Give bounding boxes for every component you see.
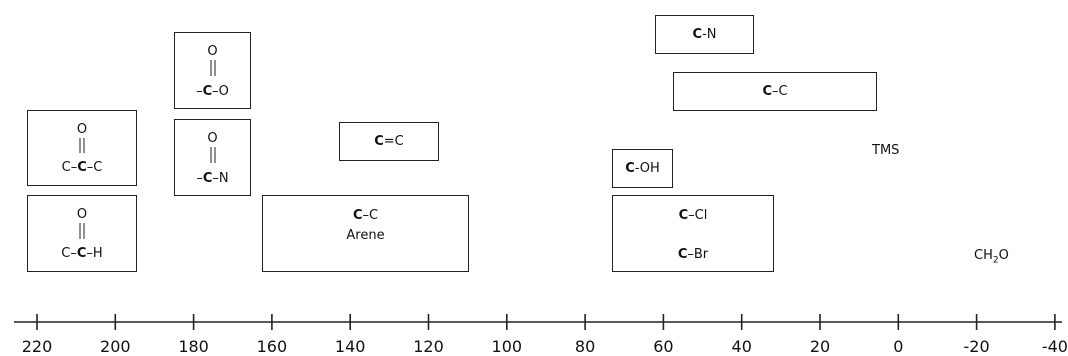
axis-tick-label: 100 [492,337,523,356]
ketone-region-box: O C–C–C [27,110,137,186]
ketone-structure: C–C–C [61,160,103,175]
axis-ticks: 220 200 180 160 140 120 100 80 60 40 20 0 -20 -40 [22,314,1068,356]
ketone-oxygen: O [76,122,88,137]
amide-structure: –C–N [196,171,229,186]
amide-oxygen: O [207,131,218,146]
aldehyde-oxygen: O [76,207,88,222]
axis-tick-label: 60 [653,337,673,356]
amide-double-bond [210,147,215,163]
aldehyde-double-bond [79,223,85,239]
c-n-label: C-N [692,27,717,42]
axis-tick-label: 220 [22,337,53,356]
ketone-double-bond [79,138,85,153]
c-oh-region-box: C-OH [612,149,673,188]
axis-tick-label: 140 [335,337,366,356]
c-cl-label: C–Cl [678,208,708,223]
alkene-label: C=C [374,134,404,149]
axis-tick-label: -20 [964,337,990,356]
tms-label: TMS [872,143,900,158]
ester-double-bond [210,60,215,76]
arene-label: C–C [352,208,379,223]
axis-tick-label: 180 [178,337,209,356]
ch2o-label: CH2O [974,248,1009,266]
c-n-region-box: C-N [655,15,754,54]
alkene-region-box: C=C [339,122,439,161]
arene-label-line2: Arene [346,228,385,243]
c-br-label: C–Br [677,247,709,262]
axis-tick-label: -40 [1042,337,1068,356]
aldehyde-region-box: O C–C–H [27,195,137,272]
axis-tick-label: 0 [893,337,903,356]
ester-structure: –C–O [196,84,229,99]
ester-region-box: O –C–O [174,32,251,109]
axis-tick-label: 200 [100,337,131,356]
axis-tick-label: 160 [257,337,288,356]
aldehyde-structure: C–C–H [61,246,103,261]
axis-tick-label: 120 [413,337,444,356]
axis-tick-label: 40 [732,337,752,356]
ester-oxygen: O [207,44,218,59]
axis-tick-label: 20 [810,337,830,356]
c-halide-region-box: C–Cl C–Br [612,195,774,272]
amide-region-box: O –C–N [174,119,251,196]
c-c-region-box: C–C [673,72,877,111]
arene-region-box: C–C Arene [262,195,469,272]
axis-tick-label: 80 [575,337,595,356]
c-c-label: C–C [762,84,788,99]
c-oh-label: C-OH [625,161,660,176]
